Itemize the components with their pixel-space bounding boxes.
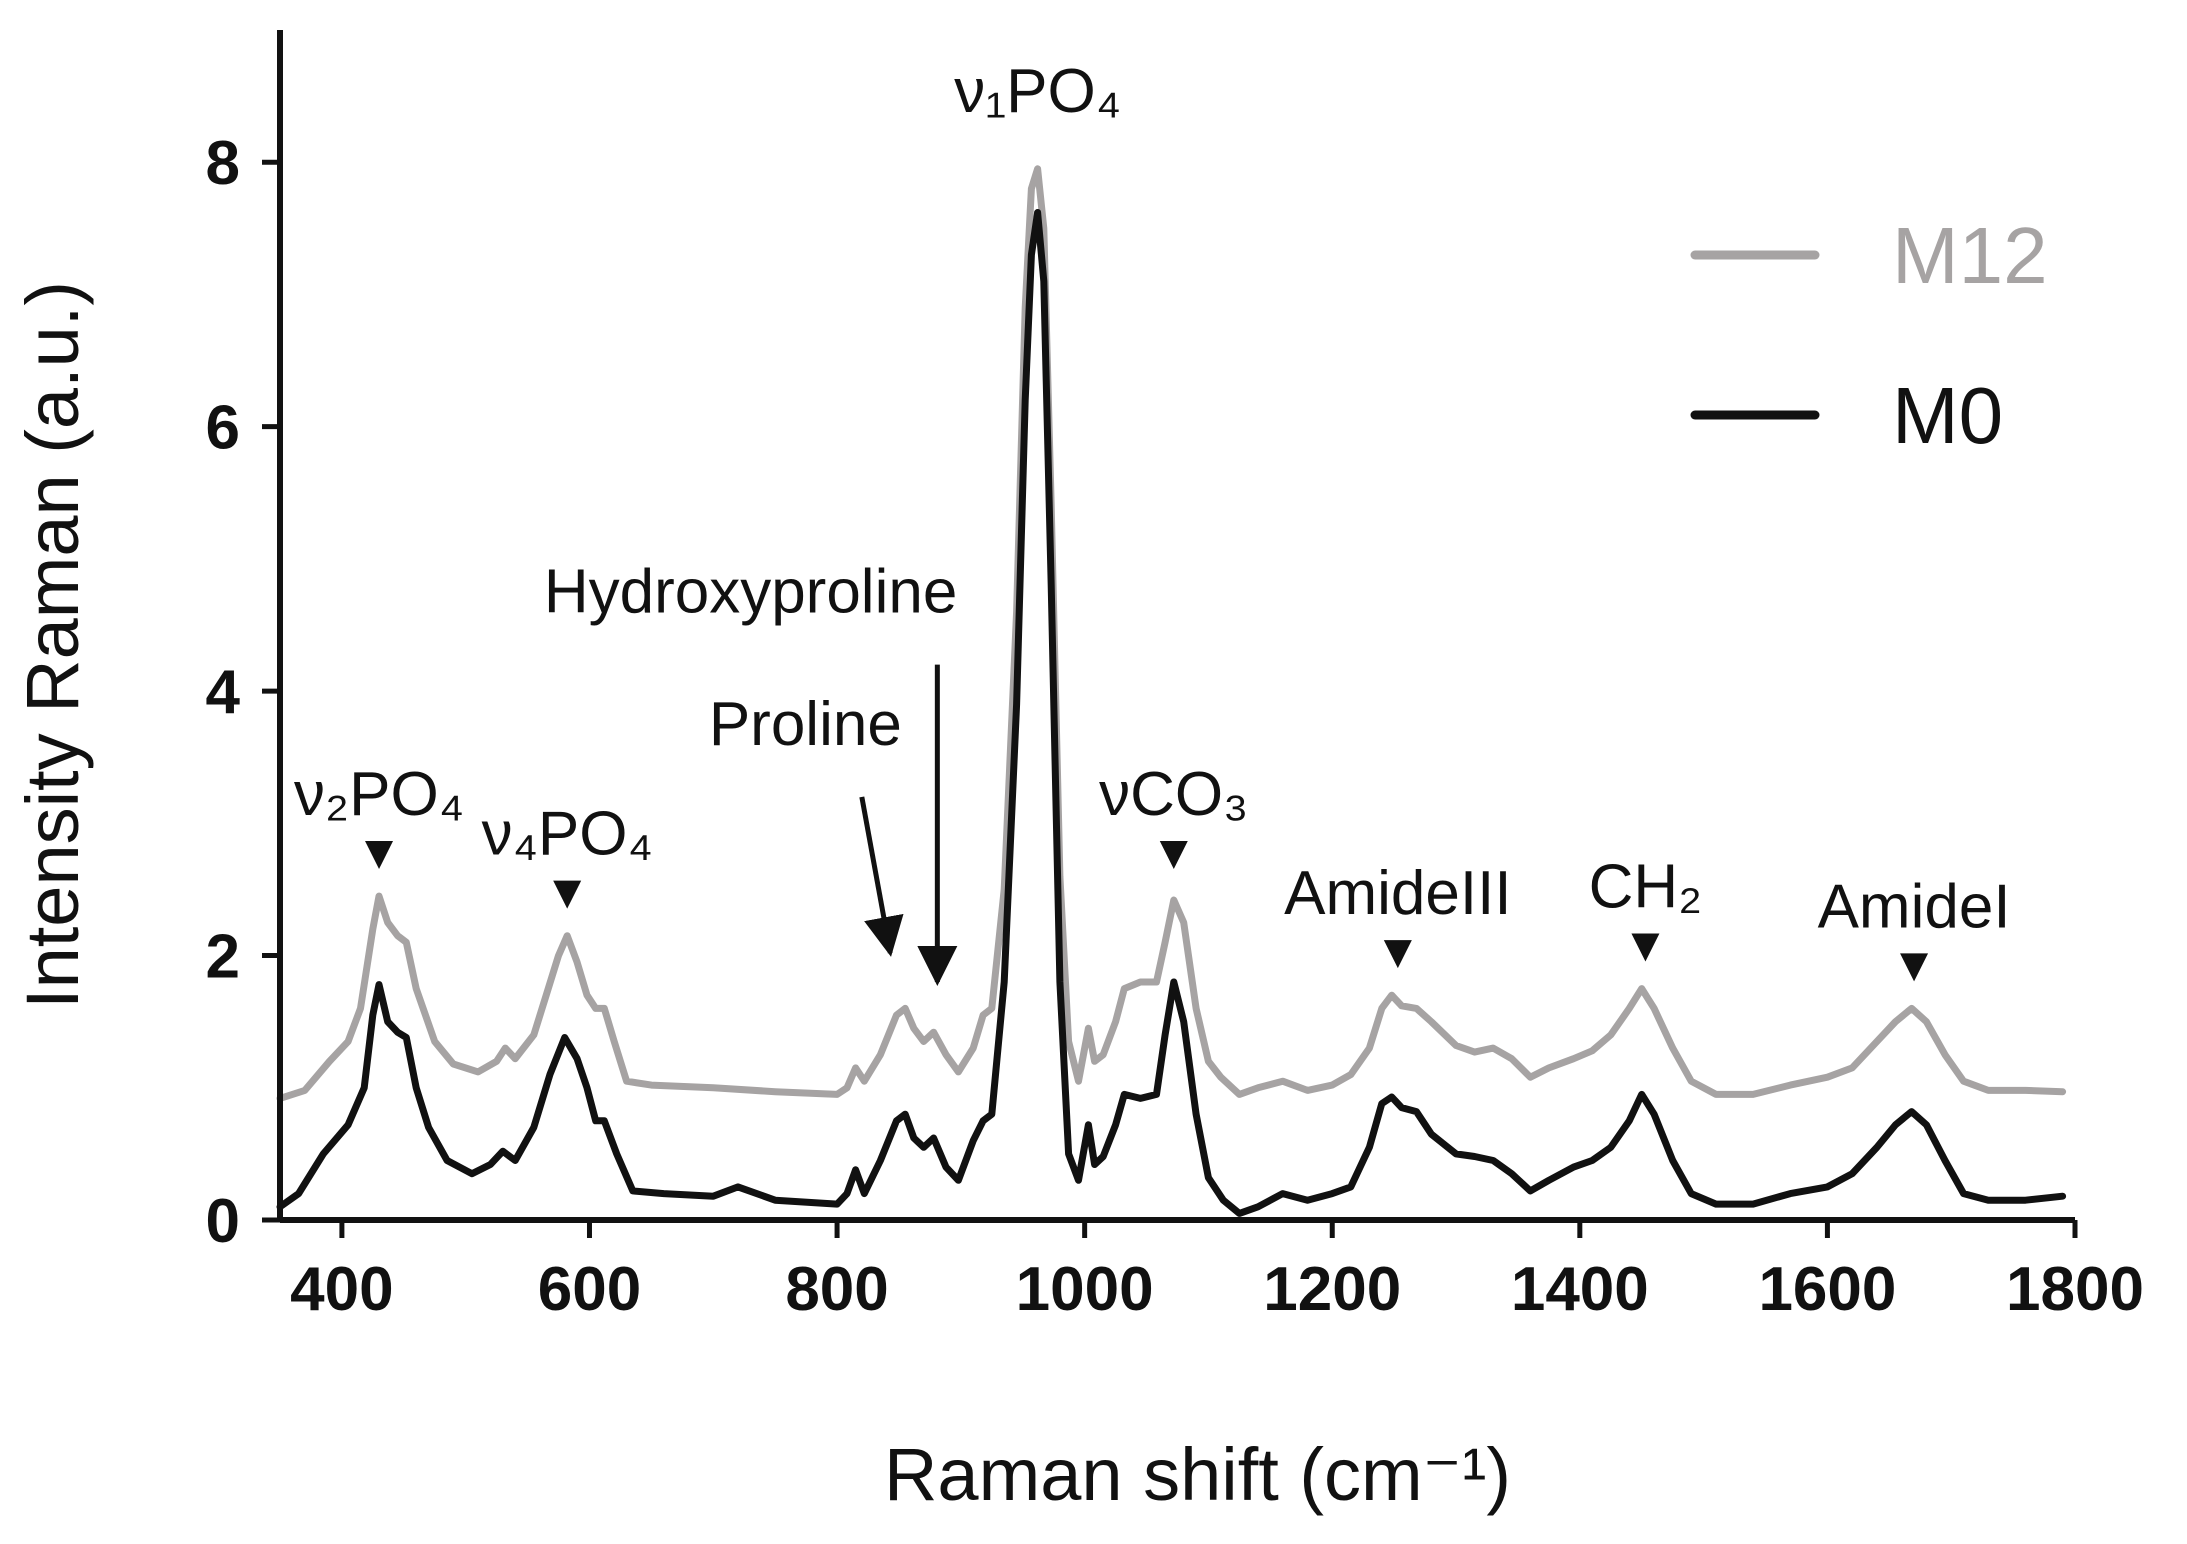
x-tick-label-400: 400	[290, 1255, 393, 1324]
annotation-co-marker	[1159, 841, 1188, 869]
y-tick-label-0: 0	[206, 1187, 240, 1256]
x-tick-label-1200: 1200	[1263, 1255, 1401, 1324]
x-tick-label-1600: 1600	[1758, 1255, 1896, 1324]
legend-label-m0: M0	[1892, 371, 2003, 460]
annotation-proline-label: Proline	[709, 690, 902, 759]
annotation-amidei-marker	[1900, 953, 1929, 982]
legend-label-m12: M12	[1892, 211, 2048, 300]
annotation-amidei-label: AmideI	[1818, 872, 2011, 941]
x-tick-label-1800: 1800	[2006, 1255, 2144, 1324]
x-tick-label-800: 800	[785, 1255, 888, 1324]
annotation-ch-marker	[1631, 933, 1660, 962]
annotation-po-marker	[365, 841, 394, 869]
series-layer	[276, 165, 2067, 1217]
annotation-amideiii-marker	[1383, 940, 1412, 969]
x-tick-label-1000: 1000	[1016, 1255, 1154, 1324]
axes-layer: 400 600 800 1000 1200 1400 1600 1800 0 2 4 6 8 Raman …	[11, 30, 2144, 1516]
annotation-po-label: ν₂PO₄	[294, 760, 464, 829]
y-tick-label-6: 6	[206, 394, 240, 463]
y-tick-label-8: 8	[206, 129, 240, 198]
annotation-amideiii-label: AmideIII	[1284, 859, 1511, 928]
annotation-po-label: ν₁PO₄	[954, 57, 1121, 126]
series-line-m12	[276, 165, 2067, 1102]
annotation-co-label: νCO₃	[1099, 760, 1248, 829]
x-axis-title: Raman shift (cm⁻¹)	[884, 1433, 1511, 1516]
x-tick-label-600: 600	[538, 1255, 641, 1324]
x-tick-label-1400: 1400	[1511, 1255, 1649, 1324]
y-tick-label-4: 4	[206, 658, 241, 727]
legend: M12 M0	[1690, 211, 2048, 460]
series-line-m0	[276, 209, 2067, 1217]
y-tick-label-2: 2	[206, 923, 240, 992]
y-axis-title: Intensity Raman (a.u.)	[11, 281, 94, 1009]
annotation-proline-arrow	[859, 796, 904, 957]
annotation-layer: ν₂PO₄ ν₄PO₄ ν₁PO₄ νCO₃ AmideIII CH₂ AmideI Prol…	[294, 57, 2011, 986]
annotation-po-label: ν₄PO₄	[482, 800, 653, 869]
annotation-po-marker	[553, 880, 582, 909]
annotation-hydroxyproline-label: Hydroxyproline	[544, 558, 958, 627]
annotation-ch-label: CH₂	[1589, 853, 1703, 922]
